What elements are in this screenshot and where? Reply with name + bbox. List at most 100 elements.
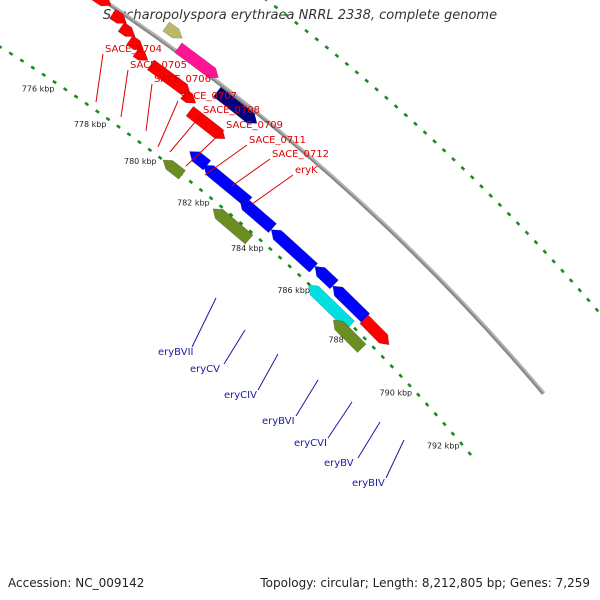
tick-dot [432, 139, 437, 144]
tick-dot [424, 402, 430, 407]
tick-dot [389, 364, 395, 369]
tick-dot [304, 28, 309, 34]
reverse-gene-label: eryBVII [158, 347, 193, 358]
tick-dot [450, 431, 456, 437]
gene-feature-blue [189, 151, 212, 171]
tick-dot [41, 72, 47, 78]
tick-dot [137, 139, 142, 145]
tick-dot [294, 20, 299, 26]
tick-dot [126, 132, 132, 137]
scale-tick-label: 786 kbp [277, 286, 310, 295]
tick-dot [94, 109, 100, 114]
scale-tick-label: 788 kbp [328, 335, 361, 344]
gene-feature-blue [314, 266, 339, 290]
label-leader-line [257, 353, 279, 391]
forward-gene-label: SACE_0709 [226, 120, 283, 131]
tick-dot [287, 263, 293, 269]
label-leader-line [223, 329, 246, 365]
tick-dot [306, 281, 312, 287]
scale-tick-label: 780 kbp [124, 157, 157, 166]
gene-feature-cyan [307, 284, 355, 331]
scale-tick-label: 792 kbp [427, 441, 460, 450]
reverse-gene-label: eryCVI [294, 438, 327, 449]
tick-dot [354, 70, 360, 75]
tick-dot [324, 45, 330, 50]
tick-dot [407, 382, 412, 388]
tick-dot [451, 156, 456, 162]
tick-dot [296, 272, 302, 278]
tick-dot [393, 104, 399, 109]
tick-dot [524, 230, 530, 236]
forward-gene-labels: SACE_0704 SACE_0705 SACE_0706 SACE_0707 SACE… [95, 44, 329, 205]
tick-dot [506, 211, 512, 217]
reverse-gene-label: eryBV [324, 458, 354, 469]
accession-text: Accession: NC_009142 [8, 576, 145, 590]
gene-feature-red [185, 105, 226, 140]
gene-feature-blue [270, 229, 319, 273]
gene-feature-navy [213, 86, 258, 124]
tick-dot [467, 451, 473, 456]
label-leader-line [169, 114, 202, 153]
scale-tick-label: 782 kbp [177, 199, 210, 208]
reverse-gene-label: eryCIV [224, 390, 257, 401]
tick-dot [533, 239, 539, 245]
tick-dot [586, 297, 591, 303]
label-leader-line [327, 401, 353, 439]
tick-dot [542, 249, 548, 255]
tick-dot [416, 392, 421, 398]
tick-dot [73, 94, 79, 99]
gene-feature-red [117, 21, 136, 37]
tick-dot [433, 411, 439, 417]
tick-dot [560, 268, 565, 274]
gene-feature-olive [332, 319, 367, 353]
forward-gene-label: SACE_0704 [105, 44, 162, 55]
gene-feature-red [132, 47, 149, 61]
label-leader-line [295, 379, 319, 417]
tick-dot [384, 95, 389, 101]
tick-dot [267, 246, 273, 252]
tick-dot [422, 130, 428, 135]
label-leader-line [185, 129, 225, 167]
reverse-gene-label: eryBVI [262, 416, 295, 427]
tick-dot [497, 202, 503, 208]
gene-feature-red [359, 314, 390, 346]
gene-features [91, 0, 390, 353]
genome-backbone [99, 0, 546, 395]
reverse-gene-label: eryCV [190, 364, 220, 375]
gene-feature-olive [162, 159, 186, 180]
forward-gene-label: SACE_0705 [130, 60, 187, 71]
tick-dot [258, 237, 263, 243]
forward-gene-label: SACE_0711 [249, 135, 306, 146]
tick-dot [353, 326, 358, 332]
scale-tick-label: 778 kbp [74, 120, 107, 129]
tick-dot [551, 258, 556, 264]
tick-dot [84, 101, 90, 107]
tick-dot [442, 421, 447, 427]
gene-feature-magenta [174, 42, 219, 79]
tick-dot [198, 187, 204, 193]
tick-dot [105, 116, 111, 122]
tick-dot [218, 204, 224, 209]
label-leader-line [120, 69, 129, 118]
forward-gene-label: SACE_0707 [180, 91, 237, 102]
gene-feature-olive [212, 208, 254, 245]
forward-gene-label: eryK [295, 165, 318, 176]
tick-dot [441, 148, 447, 153]
tick-dot [413, 121, 418, 127]
tick-dot [344, 61, 350, 67]
tick-dot [374, 87, 379, 92]
forward-gene-label: SACE_0706 [154, 74, 211, 85]
tick-dot [238, 220, 244, 226]
label-leader-line [95, 53, 104, 103]
label-leader-line [157, 100, 179, 148]
tick-dot [277, 255, 283, 260]
tick-dot [283, 12, 289, 18]
label-leader-line [251, 174, 294, 205]
label-leader-line [385, 439, 405, 479]
forward-gene-label: SACE_0708 [203, 105, 260, 116]
scale-tick-label: 790 kbp [380, 389, 413, 398]
label-leader-line [191, 297, 217, 348]
tick-dot [568, 278, 574, 283]
gene-feature-khaki [162, 21, 183, 39]
